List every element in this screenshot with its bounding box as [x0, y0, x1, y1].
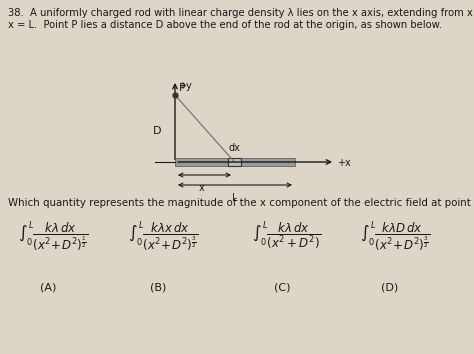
Text: (C): (C)	[274, 282, 290, 292]
Text: L: L	[232, 193, 238, 203]
Text: +y: +y	[178, 81, 192, 91]
Text: D: D	[153, 126, 161, 136]
Text: Which quantity represents the magnitude of the x component of the electric field: Which quantity represents the magnitude …	[8, 198, 474, 208]
Text: x = L.  Point P lies a distance D above the end of the rod at the origin, as sho: x = L. Point P lies a distance D above t…	[8, 20, 442, 30]
Text: dx: dx	[228, 143, 240, 153]
Text: $\int_0^L \dfrac{k\lambda\, dx}{(x^2 + D^2)}$: $\int_0^L \dfrac{k\lambda\, dx}{(x^2 + D…	[252, 220, 321, 252]
Bar	[175, 158, 295, 166]
Text: $\int_0^L \dfrac{k\lambda D\, dx}{(x^2\!+\!D^2)^{\frac{3}{2}}}$: $\int_0^L \dfrac{k\lambda D\, dx}{(x^2\!…	[360, 220, 430, 254]
Text: 38.  A uniformly charged rod with linear charge density λ lies on the x axis, ex: 38. A uniformly charged rod with linear …	[8, 8, 474, 18]
Text: +x: +x	[337, 158, 351, 168]
Text: (A): (A)	[40, 282, 56, 292]
Bar	[228, 158, 241, 166]
Text: (B): (B)	[150, 282, 166, 292]
Text: $\int_0^L \dfrac{k\lambda\, dx}{(x^2\!+\!D^2)^{\frac{1}{2}}}$: $\int_0^L \dfrac{k\lambda\, dx}{(x^2\!+\…	[18, 220, 88, 254]
Text: $\int_0^L \dfrac{k\lambda x\, dx}{(x^2\!+\!D^2)^{\frac{3}{2}}}$: $\int_0^L \dfrac{k\lambda x\, dx}{(x^2\!…	[128, 220, 198, 254]
Text: (D): (D)	[382, 282, 399, 292]
Text: x: x	[199, 183, 204, 193]
Text: P: P	[179, 83, 186, 93]
